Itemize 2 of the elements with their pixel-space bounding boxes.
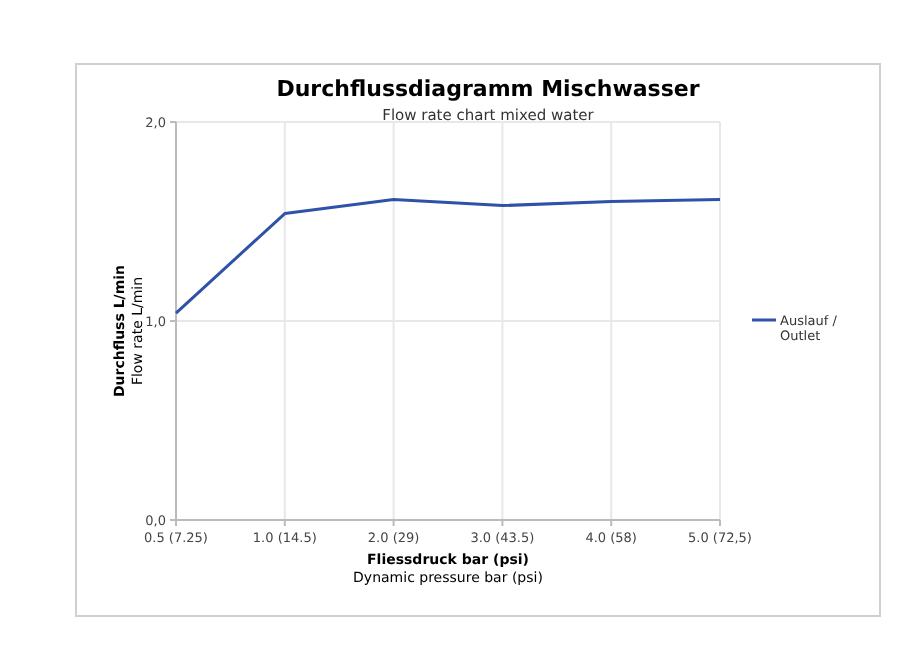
line-series	[174, 198, 722, 315]
chart-title: Durchflussdiagramm Mischwasser	[276, 76, 701, 102]
